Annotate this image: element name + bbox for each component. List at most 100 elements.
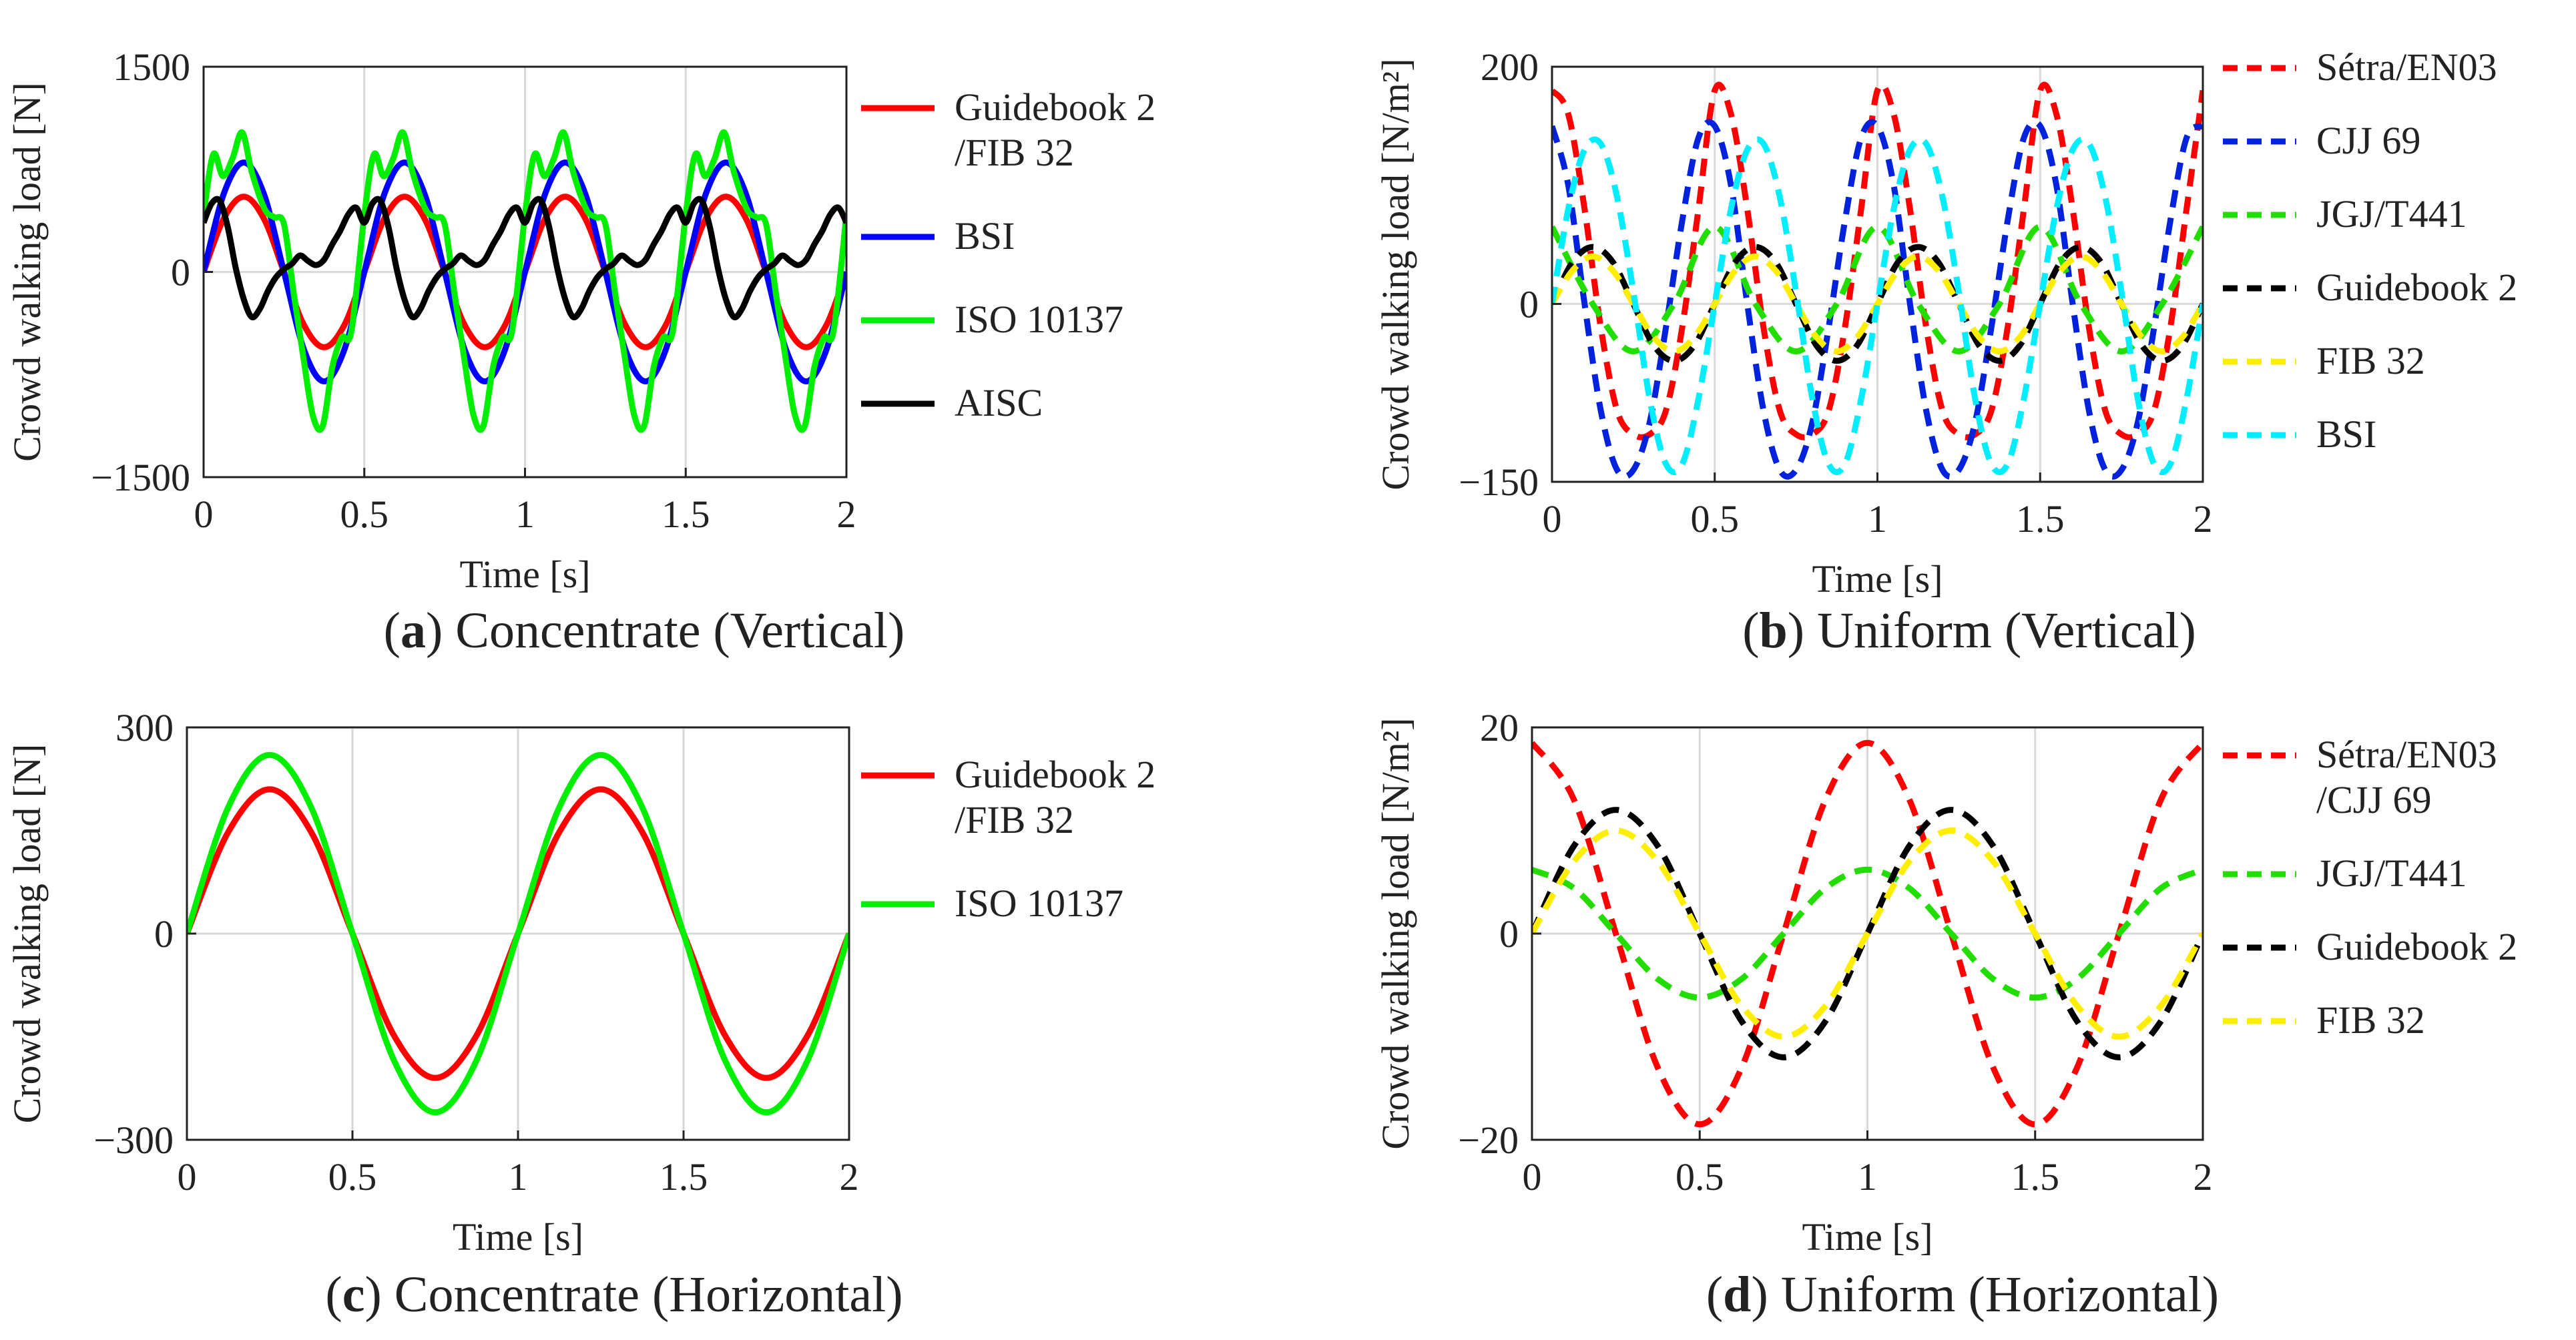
x-tick-label: 1.5 (660, 1155, 708, 1199)
series-line-s-tra-en03 (1552, 81, 2203, 440)
y-tick-label: −20 (1458, 1118, 1519, 1162)
caption-text: ) Uniform (Horizontal) (1751, 1267, 2219, 1323)
legend-label: ISO 10137 (955, 298, 1123, 341)
y-axis-label: Crowd walking load [N/m²] (1374, 717, 1417, 1149)
caption-paren-open: ( (1742, 603, 1759, 659)
legend-label: JGJ/T441 (2316, 192, 2467, 236)
legend-label: CJJ 69 (2316, 119, 2420, 162)
caption-letter: d (1723, 1267, 1751, 1323)
caption-paren-open: ( (384, 603, 401, 659)
y-tick-label: −150 (1459, 460, 1539, 504)
legend-label: Guidebook 2 (955, 85, 1155, 129)
y-axis-label: Crowd walking load [N/m²] (1374, 58, 1417, 490)
legend-label: FIB 32 (2316, 998, 2425, 1042)
x-tick-label: 0.5 (1676, 1155, 1724, 1199)
legend-label: ISO 10137 (955, 882, 1123, 925)
caption-text: ) Concentrate (Vertical) (426, 603, 905, 659)
series-line-s-tra-en03-cjj-69 (1532, 739, 2203, 1128)
legend-label: Guidebook 2 (955, 753, 1155, 796)
panel-caption: (a) Concentrate (Vertical) (384, 603, 905, 659)
x-tick-label: 0 (194, 492, 214, 536)
x-axis-label: Time [s] (1802, 1215, 1933, 1259)
legend: Guidebook 2/FIB 32 BSI ISO 10137 AISC (861, 85, 1155, 424)
legend: Sétra/EN03/CJJ 69 JGJ/T441 Guidebook 2 FIB … (2223, 733, 2517, 1042)
y-axis-label: Crowd walking load [N] (5, 82, 49, 462)
x-axis-label: Time [s] (1812, 557, 1943, 601)
y-tick-label: 20 (1480, 706, 1519, 749)
x-tick-label: 0.5 (1691, 497, 1740, 541)
legend-label: AISC (955, 381, 1043, 424)
panel-caption: (b) Uniform (Vertical) (1742, 603, 2196, 659)
series-group (204, 129, 846, 433)
caption-letter: b (1760, 603, 1788, 659)
series-line-bsi (1552, 136, 2203, 475)
x-tick-label: 0.5 (340, 492, 389, 536)
legend-label: /FIB 32 (955, 798, 1074, 842)
caption-paren-open: ( (325, 1267, 342, 1323)
x-tick-label: 2 (837, 492, 856, 536)
caption-paren-open: ( (1706, 1267, 1723, 1323)
legend-label: /CJJ 69 (2316, 778, 2431, 821)
caption-text: ) Concentrate (Horizontal) (364, 1267, 903, 1323)
x-tick-label: 1 (515, 492, 535, 536)
series-line-jgj-t441 (1552, 224, 2203, 354)
x-tick-label: 1.5 (662, 492, 710, 536)
y-tick-label: 200 (1481, 45, 1539, 89)
y-tick-label: 0 (171, 251, 190, 294)
y-tick-label: 300 (115, 706, 174, 749)
y-tick-label: 0 (1519, 282, 1539, 326)
x-tick-label: 1 (1868, 497, 1887, 541)
x-tick-label: 0 (1523, 1155, 1542, 1199)
x-tick-label: 0 (1543, 497, 1562, 541)
series-line-guidebook-2 (1552, 244, 2203, 364)
x-tick-label: 2 (840, 1155, 859, 1199)
x-tick-label: 0 (178, 1155, 197, 1199)
y-tick-label: −1500 (91, 456, 190, 499)
series-group (1552, 81, 2203, 480)
series-line-iso-10137 (187, 751, 849, 1116)
legend-label: /FIB 32 (955, 131, 1074, 174)
series-line-fib-32 (1532, 827, 2203, 1040)
x-tick-label: 0.5 (328, 1155, 377, 1199)
legend-label: Sétra/EN03 (2316, 733, 2497, 776)
x-tick-label: 1 (509, 1155, 528, 1199)
series-line-fib-32 (1552, 253, 2203, 354)
series-group (1532, 739, 2203, 1128)
y-tick-label: 0 (154, 912, 174, 956)
x-axis-label: Time [s] (453, 1215, 583, 1259)
caption-letter: a (401, 603, 426, 659)
legend-label: Sétra/EN03 (2316, 45, 2497, 89)
legend-label: JGJ/T441 (2316, 852, 2467, 895)
y-tick-label: 0 (1499, 912, 1519, 956)
series-line-jgj-t441 (1532, 866, 2203, 1001)
x-tick-label: 2 (2194, 1155, 2213, 1199)
legend: Guidebook 2/FIB 32 ISO 10137 (861, 753, 1155, 925)
caption-text: ) Uniform (Vertical) (1788, 603, 2196, 659)
y-axis-label: Crowd walking load [N] (5, 744, 49, 1124)
x-tick-label: 1.5 (2011, 1155, 2060, 1199)
legend-label: BSI (955, 214, 1015, 258)
legend-label: Guidebook 2 (2316, 925, 2517, 968)
series-line-iso-10137 (204, 129, 846, 433)
y-tick-label: 1500 (113, 45, 190, 89)
legend-label: Guidebook 2 (2316, 266, 2517, 309)
x-tick-label: 1.5 (2016, 497, 2065, 541)
series-line-aisc (204, 196, 846, 320)
legend: Sétra/EN03 CJJ 69 JGJ/T441 Guidebook 2 FIB 3… (2223, 45, 2517, 456)
series-line-bsi (204, 159, 846, 384)
x-tick-label: 1 (1858, 1155, 1877, 1199)
x-axis-label: Time [s] (459, 553, 590, 596)
legend-label: FIB 32 (2316, 339, 2425, 382)
panel-caption: (d) Uniform (Horizontal) (1706, 1267, 2219, 1323)
y-tick-label: −300 (93, 1118, 174, 1162)
caption-letter: c (342, 1267, 365, 1323)
legend-label: BSI (2316, 412, 2376, 456)
x-tick-label: 2 (2194, 497, 2213, 541)
panel-caption: (c) Concentrate (Horizontal) (325, 1267, 903, 1323)
series-group (187, 751, 849, 1116)
